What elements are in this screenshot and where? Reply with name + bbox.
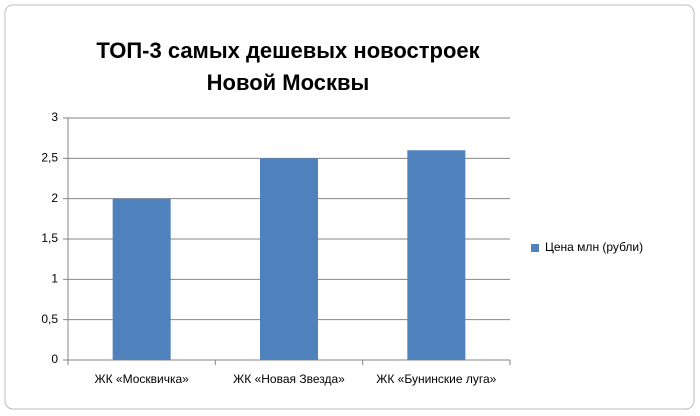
chart-title: Новой Москвы	[207, 70, 370, 95]
bar	[112, 198, 171, 360]
y-tick-label: 1,5	[41, 231, 58, 245]
y-tick-label: 2	[51, 191, 58, 205]
y-tick-label: 0	[51, 352, 58, 366]
legend-swatch	[531, 244, 539, 252]
x-tick-label: ЖК «Новая Звезда»	[233, 372, 345, 386]
y-tick-label: 2,5	[41, 151, 58, 165]
y-tick-label: 1	[51, 272, 58, 286]
legend-label: Цена млн (рубли)	[545, 240, 643, 254]
x-tick-label: ЖК «Бунинские луга»	[376, 372, 496, 386]
y-tick-label: 0,5	[41, 312, 58, 326]
bar	[407, 150, 466, 360]
chart-title: ТОП-3 самых дешевых новостроек	[96, 38, 480, 63]
x-tick-label: ЖК «Москвичка»	[95, 372, 190, 386]
y-tick-label: 3	[51, 110, 58, 124]
chart-frame	[4, 4, 695, 410]
bar	[260, 158, 318, 360]
